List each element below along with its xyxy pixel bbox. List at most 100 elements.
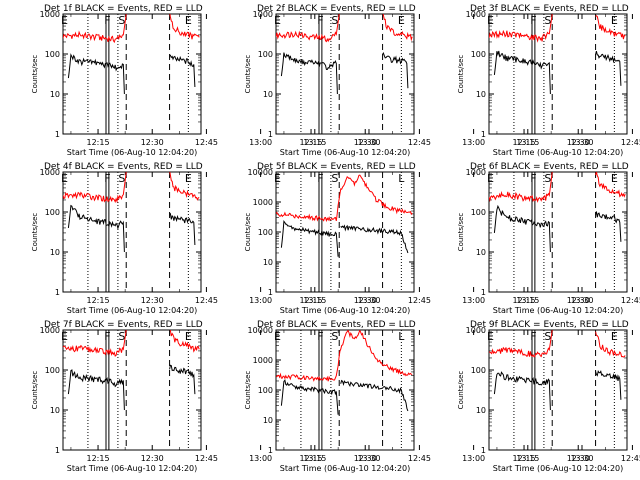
chart-panel-3: Det 3f BLACK = Events, RED = LLD 1 10 100 10… bbox=[457, 4, 640, 157]
marker-label: F bbox=[530, 172, 536, 185]
x-tick-label: 12:15 bbox=[87, 138, 110, 147]
plot-frame bbox=[62, 171, 202, 293]
events-trace bbox=[280, 219, 339, 257]
plot-frame bbox=[275, 329, 415, 451]
lld-trace bbox=[595, 172, 626, 198]
y-tick-label: 10 bbox=[476, 90, 486, 99]
plot-frame bbox=[488, 13, 628, 135]
x-tick-label: 12:45 bbox=[408, 296, 431, 305]
chart-panel-2: Det 2f BLACK = Events, RED = LLD 1 10 100 10… bbox=[244, 4, 594, 157]
lld-trace bbox=[489, 14, 553, 43]
x-axis-label: Start Time (06-Aug-10 12:04:20) bbox=[280, 148, 411, 157]
x-tick-label: 13:00 bbox=[249, 296, 272, 305]
events-trace bbox=[280, 379, 339, 415]
marker-label: E bbox=[487, 172, 494, 185]
trace-group bbox=[276, 14, 413, 95]
x-tick-label: 12:30 bbox=[141, 296, 164, 305]
y-axis-label: Counts/sec bbox=[457, 213, 465, 252]
chart-title: Det 6f BLACK = Events, RED = LLD bbox=[470, 162, 629, 172]
y-tick-label: 1 bbox=[481, 130, 486, 139]
trace-group bbox=[63, 330, 200, 411]
y-tick-label: 100 bbox=[258, 50, 273, 59]
x-tick-label: 13:15 bbox=[303, 138, 326, 147]
chart-title: Det 3f BLACK = Events, RED = LLD bbox=[470, 4, 629, 14]
marker-label: E bbox=[611, 330, 618, 343]
lld-trace bbox=[595, 15, 626, 40]
x-tick-label: 12:30 bbox=[567, 296, 590, 305]
events-trace bbox=[340, 224, 409, 254]
lld-trace bbox=[276, 330, 413, 382]
marker-label: E bbox=[61, 172, 68, 185]
y-tick-label: 1000 bbox=[466, 10, 486, 19]
marker-label: S bbox=[118, 172, 125, 185]
x-tick-label: 12:15 bbox=[513, 296, 536, 305]
marker-label: S bbox=[544, 330, 551, 343]
lld-trace bbox=[489, 172, 553, 203]
marker-label: F bbox=[317, 330, 323, 343]
y-axis-label: Counts/sec bbox=[31, 55, 39, 94]
x-tick-label: 12:45 bbox=[621, 454, 640, 463]
marker-label: S bbox=[544, 172, 551, 185]
lld-trace bbox=[276, 14, 340, 43]
events-trace bbox=[493, 371, 551, 411]
y-tick-label: 1 bbox=[55, 130, 60, 139]
lld-trace bbox=[276, 174, 413, 223]
marker-label: E bbox=[487, 330, 494, 343]
marker-label: E bbox=[61, 330, 68, 343]
events-trace bbox=[280, 52, 338, 95]
y-tick-label: 10 bbox=[50, 248, 60, 257]
x-axis-label: Start Time (06-Aug-10 12:04:20) bbox=[67, 148, 198, 157]
x-tick-label: 12:30 bbox=[354, 296, 377, 305]
y-tick-label: 10 bbox=[263, 258, 273, 267]
marker-label: S bbox=[331, 330, 338, 343]
x-axis-label: Start Time (06-Aug-10 12:04:20) bbox=[67, 306, 198, 315]
chart-title: Det 4f BLACK = Events, RED = LLD bbox=[44, 162, 203, 172]
trace-group bbox=[276, 330, 413, 415]
y-tick-label: 100 bbox=[45, 366, 60, 375]
marker-label: L bbox=[398, 330, 405, 343]
x-axis-label: Start Time (06-Aug-10 12:04:20) bbox=[280, 464, 411, 473]
y-tick-label: 10 bbox=[50, 406, 60, 415]
lld-trace bbox=[169, 14, 200, 40]
lld-trace bbox=[63, 172, 127, 204]
y-tick-label: 1 bbox=[481, 446, 486, 455]
events-trace bbox=[595, 50, 622, 86]
x-tick-label: 13:15 bbox=[516, 296, 539, 305]
x-tick-label: 13:00 bbox=[462, 454, 485, 463]
x-tick-label: 12:15 bbox=[300, 454, 323, 463]
chart-title: Det 5f BLACK = Events, RED = LLD bbox=[257, 162, 416, 172]
x-tick-label: 13:00 bbox=[462, 296, 485, 305]
chart-title: Det 1f BLACK = Events, RED = LLD bbox=[44, 4, 203, 14]
events-trace bbox=[340, 379, 409, 412]
marker-label: E bbox=[611, 14, 618, 27]
events-trace bbox=[67, 369, 125, 411]
plot-frame bbox=[62, 329, 202, 451]
y-tick-label: 1000 bbox=[253, 356, 273, 365]
marker-label: E bbox=[274, 330, 281, 343]
y-axis-label: Counts/sec bbox=[31, 371, 39, 410]
y-tick-label: 1000 bbox=[253, 10, 273, 19]
chart-panel-9: Det 9f BLACK = Events, RED = LLD 1 10 100 10… bbox=[457, 320, 640, 473]
events-trace bbox=[382, 51, 409, 89]
trace-group bbox=[489, 330, 626, 411]
x-tick-label: 12:45 bbox=[621, 296, 640, 305]
plot-frame bbox=[275, 13, 415, 135]
chart-panel-5: Det 5f BLACK = Events, RED = LLD 1 10 100 10… bbox=[244, 162, 594, 315]
x-tick-label: 12:45 bbox=[408, 454, 431, 463]
x-tick-label: 13:30 bbox=[570, 138, 593, 147]
marker-label: F bbox=[104, 14, 110, 27]
lld-trace bbox=[169, 172, 200, 201]
x-tick-label: 12:30 bbox=[567, 454, 590, 463]
x-tick-label: 12:15 bbox=[87, 454, 110, 463]
trace-group bbox=[276, 174, 413, 257]
lld-trace bbox=[169, 330, 200, 353]
y-tick-label: 100 bbox=[258, 386, 273, 395]
marker-label: S bbox=[331, 14, 338, 27]
y-tick-label: 10000 bbox=[248, 326, 273, 335]
marker-label: S bbox=[118, 14, 125, 27]
marker-label: F bbox=[104, 330, 110, 343]
y-tick-label: 100 bbox=[471, 366, 486, 375]
marker-label: L bbox=[398, 172, 405, 185]
plot-frame bbox=[488, 329, 628, 451]
x-axis-label: Start Time (06-Aug-10 12:04:20) bbox=[280, 306, 411, 315]
